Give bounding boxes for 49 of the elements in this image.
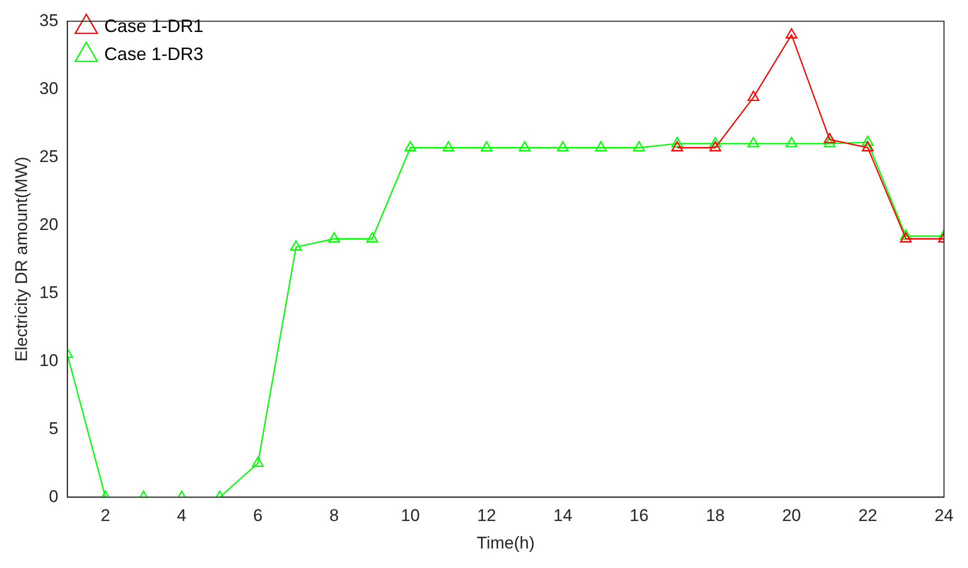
y-axis-title: Electricity DR amount(MW) <box>12 156 31 362</box>
x-tick-label: 4 <box>176 506 186 526</box>
point <box>748 90 760 102</box>
y-tick-label: 20 <box>39 214 58 234</box>
point <box>786 136 798 148</box>
y-tick-label: 5 <box>48 418 58 438</box>
point <box>709 136 722 148</box>
point <box>328 232 340 242</box>
point <box>709 141 722 152</box>
point <box>290 240 302 251</box>
x-tick-label: 2 <box>100 506 110 526</box>
point <box>252 456 264 467</box>
point <box>518 141 531 152</box>
x-tick-label: 12 <box>477 506 496 526</box>
point <box>862 141 874 152</box>
x-tick-label: 24 <box>934 506 954 526</box>
point <box>633 141 645 152</box>
x-tick-label: 6 <box>253 506 263 526</box>
legend-label: Case 1-DR1 <box>104 16 204 36</box>
y-tick-label: 30 <box>39 78 58 98</box>
point <box>480 141 492 152</box>
point <box>862 136 874 146</box>
point <box>366 232 378 242</box>
x-tick-label: 10 <box>400 506 420 526</box>
y-tick-label: 0 <box>48 486 58 506</box>
point <box>824 132 836 144</box>
x-tick-label: 16 <box>630 506 649 526</box>
point <box>824 136 836 148</box>
x-tick-label: 8 <box>329 506 339 526</box>
point <box>404 141 416 152</box>
x-tick-label: 20 <box>782 506 801 526</box>
y-tick-label: 25 <box>39 146 58 166</box>
point <box>786 28 798 38</box>
y-tick-label: 35 <box>39 10 58 30</box>
x-tick-label: 14 <box>553 506 572 526</box>
y-tick-label: 15 <box>39 282 58 302</box>
x-tick-label: 22 <box>858 506 878 526</box>
point <box>595 141 607 152</box>
point <box>671 141 684 152</box>
point <box>671 136 684 148</box>
x-axis-title: Time(h) <box>476 533 535 552</box>
point <box>442 141 454 152</box>
point <box>556 141 569 152</box>
x-tick-label: 18 <box>706 506 725 526</box>
point <box>900 229 912 240</box>
legend-label: Case 1-DR3 <box>104 44 204 64</box>
point <box>900 232 912 242</box>
point <box>748 136 760 148</box>
y-tick-label: 10 <box>39 350 58 370</box>
